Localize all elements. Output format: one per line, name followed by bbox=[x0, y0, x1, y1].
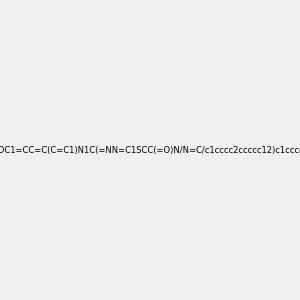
Text: CCOC1=CC=C(C=C1)N1C(=NN=C1SCC(=O)N/N=C/c1cccc2ccccc12)c1ccccc1: CCOC1=CC=C(C=C1)N1C(=NN=C1SCC(=O)N/N=C/c… bbox=[0, 146, 300, 154]
